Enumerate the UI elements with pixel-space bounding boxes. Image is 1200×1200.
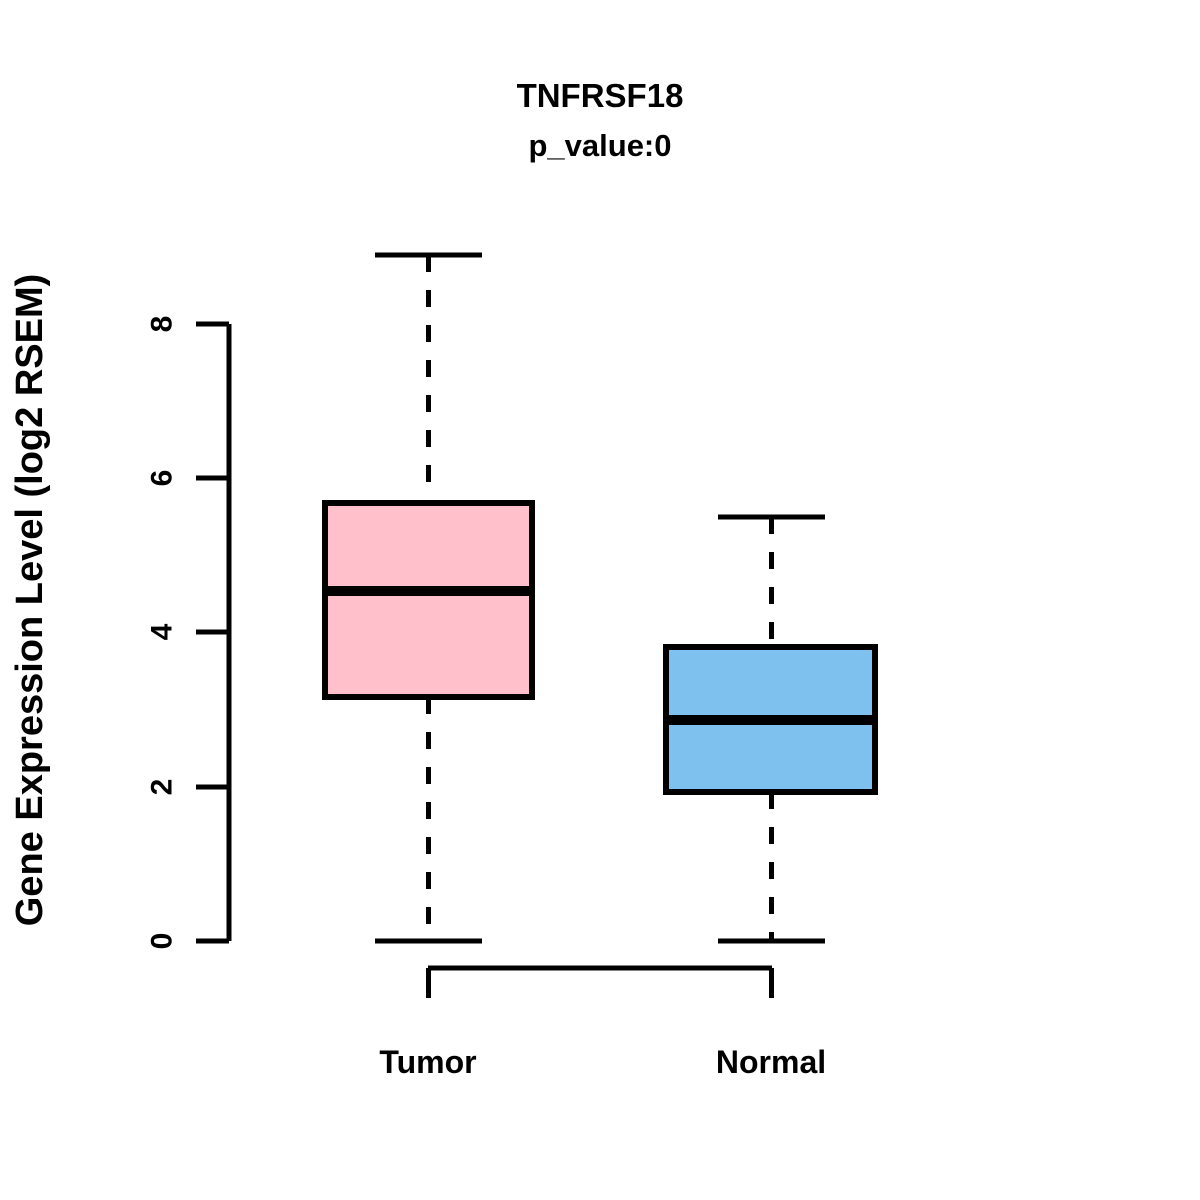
comparison-bracket	[426, 965, 774, 998]
y-tick-label-4: 4	[146, 623, 179, 640]
box-group-normal[interactable]	[663, 514, 878, 944]
box-group-tumor[interactable]	[322, 252, 535, 944]
box-tumor[interactable]	[322, 500, 535, 700]
y-tick-label-2: 2	[146, 779, 179, 796]
y-axis: 0 2 4 6 8	[146, 316, 232, 950]
y-tick-label-0: 0	[146, 933, 179, 950]
x-label-tumor: Tumor	[379, 1044, 476, 1080]
chart-subtitle: p_value:0	[528, 128, 671, 163]
y-tick-label-8: 8	[146, 316, 179, 333]
y-axis-title: Gene Expression Level (log2 RSEM)	[9, 274, 51, 927]
y-tick-label-6: 6	[146, 470, 179, 487]
chart-title: TNFRSF18	[517, 77, 684, 114]
x-label-normal: Normal	[716, 1044, 826, 1080]
